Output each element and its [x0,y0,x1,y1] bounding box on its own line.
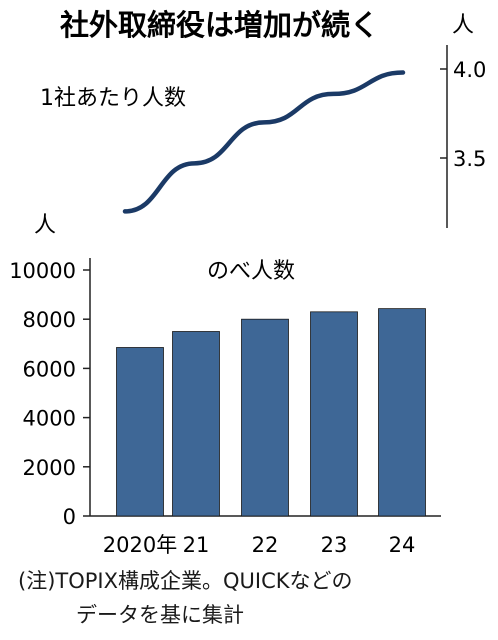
bar-y-tick-label: 2000 [23,456,76,480]
footnote-line-2: データを基に集計 [76,603,244,627]
bar [116,347,164,517]
bar-y-unit: 人 [34,213,56,238]
line-y-tick-label-4-0: 4.0 [453,58,486,82]
bar-category-label: 2020年 [103,533,177,557]
bar-y-tick-label: 0 [63,505,76,529]
bar-category-label: 21 [183,533,210,557]
bar-series-label: のべ人数 [207,259,295,284]
bar-category-label: 23 [321,533,348,557]
line-series-label: 1社あたり人数 [40,86,186,111]
bar-y-tick-label: 4000 [23,407,76,431]
line-series [122,70,406,214]
bar [172,331,220,517]
footnote-line-1: (注)TOPIX構成企業。QUICKなどの [18,569,353,593]
bar [310,311,358,517]
bar-y-tick-label: 6000 [23,357,76,381]
bar-y-tick-label: 8000 [23,308,76,332]
bar-y-tick-label: 10000 [9,259,76,283]
line-y-tick-label-3-5: 3.5 [453,147,486,171]
bar [378,308,426,517]
bar [241,318,289,517]
line-y-unit: 人 [452,13,474,38]
bar-category-label: 22 [252,533,279,557]
chart-title: 社外取締役は増加が続く [60,8,379,42]
bar-category-label: 24 [389,533,416,557]
